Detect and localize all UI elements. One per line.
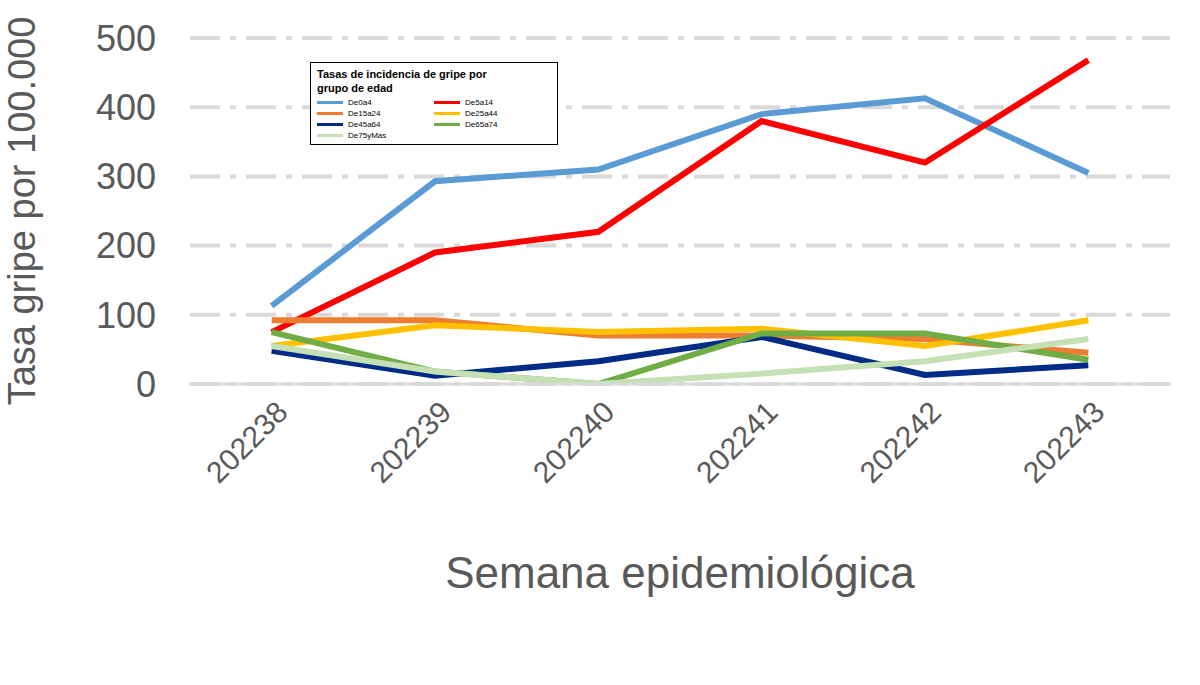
svg-text:202242: 202242	[853, 395, 947, 489]
svg-text:100: 100	[96, 295, 156, 336]
svg-text:202241: 202241	[690, 395, 784, 489]
svg-text:400: 400	[96, 87, 156, 128]
svg-text:0: 0	[136, 364, 156, 405]
html-text:De15a24: De15a24	[348, 109, 381, 118]
svg-text:202239: 202239	[363, 395, 457, 489]
html-text:De25a44: De25a44	[465, 109, 498, 118]
svg-text:500: 500	[96, 18, 156, 59]
html-text:De45a64: De45a64	[348, 120, 381, 129]
svg-text:300: 300	[96, 156, 156, 197]
html-text:De65a74: De65a74	[465, 120, 498, 129]
html-text:Tasas de incidencia de gripe p: Tasas de incidencia de gripe por grupo d…	[317, 68, 487, 94]
svg-text:202238: 202238	[200, 395, 294, 489]
html-text:De75yMas: De75yMas	[348, 131, 387, 140]
svg-text:202240: 202240	[526, 395, 620, 489]
html-text:De5a14: De5a14	[465, 98, 493, 107]
svg-text:202243: 202243	[1016, 395, 1110, 489]
svg-text:Semana epidemiológica: Semana epidemiológica	[445, 548, 915, 597]
svg-text:Tasa gripe por 100.000: Tasa gripe por 100.000	[8, 17, 43, 406]
html-text:De0a4: De0a4	[348, 98, 372, 107]
svg-text:200: 200	[96, 225, 156, 266]
